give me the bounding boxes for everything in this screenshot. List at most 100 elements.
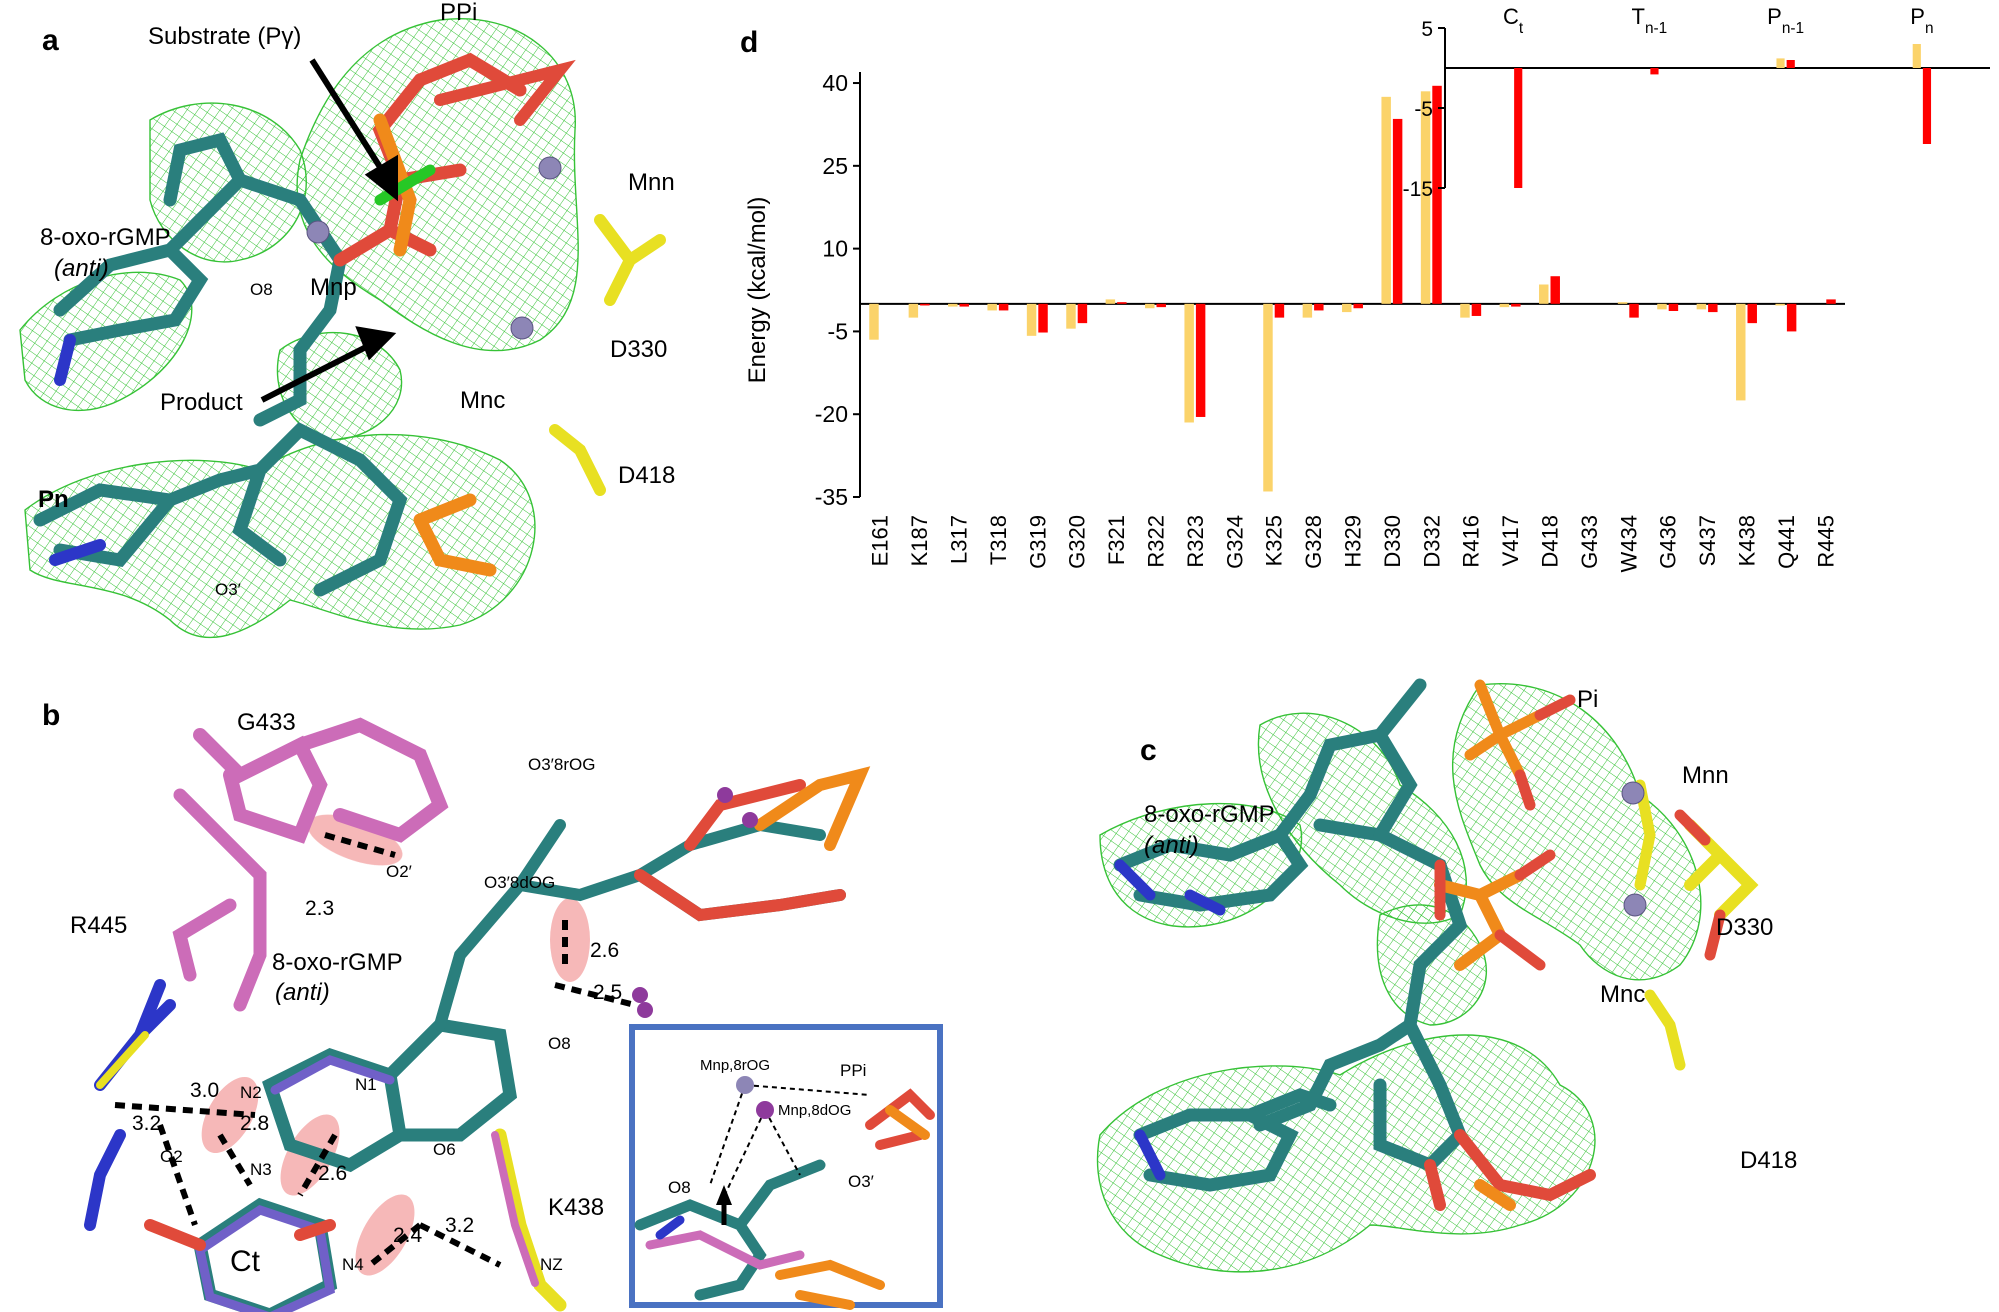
distance-label: 3.0 bbox=[190, 1079, 219, 1102]
label-mnp: Mnp bbox=[310, 274, 357, 301]
main-chart-category-labels: E161 K187 L317 T318 G319 G320 F321 R322 R323 G324… bbox=[868, 515, 1839, 572]
inset-chart-category-labels: Ct Tn-1 Pn-1 Pn bbox=[1503, 4, 1933, 37]
category-label: G328 bbox=[1301, 515, 1326, 569]
y-tick-label: -35 bbox=[815, 484, 848, 510]
bar bbox=[1776, 58, 1785, 68]
bar bbox=[1826, 299, 1836, 304]
label-d418: D418 bbox=[618, 462, 675, 489]
main-chart-axes bbox=[853, 72, 1845, 498]
bar bbox=[1629, 303, 1639, 318]
bar bbox=[1420, 91, 1431, 304]
stick-model bbox=[84, 717, 871, 1312]
inset-label-mn-8rog: Mnp,8rOG bbox=[700, 1057, 770, 1074]
label-g433: G433 bbox=[237, 709, 296, 736]
bar bbox=[1184, 303, 1194, 423]
bar bbox=[1511, 303, 1521, 307]
category-label: Q441 bbox=[1774, 515, 1799, 569]
label-o3-8rog: O3′8rOG bbox=[528, 755, 595, 774]
bar bbox=[908, 303, 919, 318]
bar bbox=[1195, 303, 1206, 417]
category-label: D330 bbox=[1380, 515, 1405, 568]
label-nz: NZ bbox=[540, 1255, 563, 1274]
distance-label: 2.6 bbox=[318, 1162, 347, 1185]
bar bbox=[1038, 303, 1048, 333]
label-n2: N2 bbox=[240, 1083, 262, 1102]
y-tick-label: -15 bbox=[1403, 178, 1433, 201]
bar bbox=[1912, 44, 1921, 68]
bar bbox=[1922, 68, 1932, 144]
bar bbox=[1353, 303, 1363, 309]
bar bbox=[1708, 303, 1718, 313]
category-label: G324 bbox=[1222, 515, 1247, 569]
label-mnc: Mnc bbox=[460, 387, 505, 414]
label-n1: N1 bbox=[355, 1075, 377, 1094]
metal-ions bbox=[1621, 781, 1647, 917]
bar bbox=[1314, 303, 1324, 311]
inset-chart: -15 -5 5 Ct Tn-1 Pn-1 Pn bbox=[1403, 4, 1990, 201]
label-r445: R445 bbox=[70, 912, 127, 939]
label-product: Product bbox=[160, 389, 243, 416]
category-label: Ct bbox=[1503, 4, 1524, 37]
label-ppi: PPi bbox=[440, 0, 477, 26]
label-anti: (anti) bbox=[54, 255, 109, 282]
bar bbox=[1471, 303, 1482, 316]
label-o3-8dog: O3′8dOG bbox=[484, 873, 555, 892]
hbond-dashes bbox=[114, 832, 636, 1268]
label-ct: Ct bbox=[230, 1245, 261, 1278]
panel-a: a Substrate (Pγ) PPi 8-oxo-rGMP (anti) O… bbox=[19, 0, 675, 639]
label-o3-prime: O3′ bbox=[215, 580, 241, 599]
bar bbox=[1156, 303, 1166, 308]
bar bbox=[869, 303, 879, 340]
label-n4: N4 bbox=[342, 1255, 364, 1274]
bar bbox=[1499, 303, 1510, 308]
category-label: V417 bbox=[1498, 515, 1523, 566]
label-pi: Pi bbox=[1577, 686, 1598, 713]
panel-d-letter: d bbox=[740, 26, 758, 59]
label-anti: (anti) bbox=[275, 979, 330, 1006]
category-label: L317 bbox=[947, 515, 972, 564]
category-label: K187 bbox=[907, 515, 932, 566]
bar bbox=[1392, 118, 1403, 304]
main-chart-tick-labels: -35 -20 -5 10 25 40 bbox=[815, 70, 848, 510]
label-d330: D330 bbox=[610, 336, 667, 363]
bar bbox=[1539, 284, 1549, 304]
stick-model bbox=[33, 52, 666, 597]
label-anti: (anti) bbox=[1144, 832, 1199, 859]
label-o2: O2 bbox=[160, 1147, 183, 1166]
y-tick-label: 25 bbox=[822, 153, 848, 179]
metal-ions bbox=[306, 156, 562, 340]
bar bbox=[1381, 96, 1391, 304]
bar bbox=[1105, 299, 1116, 304]
label-o2-prime: O2′ bbox=[386, 862, 412, 881]
inset-chart-bars bbox=[1514, 44, 1932, 188]
label-8-oxo-rgmp: 8-oxo-rGMP bbox=[1144, 801, 1275, 828]
bar bbox=[1775, 303, 1785, 306]
label-substrate: Substrate (Pγ) bbox=[148, 23, 301, 50]
label-mnc: Mnc bbox=[1600, 981, 1645, 1008]
bar bbox=[1432, 85, 1442, 304]
category-label: D418 bbox=[1538, 515, 1563, 568]
label-mnn: Mnn bbox=[628, 169, 675, 196]
panel-b: b G433 O3′8rOG O bbox=[42, 699, 943, 1312]
inset-label-mn-8dog: Mnp,8dOG bbox=[778, 1102, 851, 1119]
metal-ions bbox=[632, 787, 758, 1018]
category-label: W434 bbox=[1616, 515, 1641, 572]
panel-a-letter: a bbox=[42, 24, 59, 57]
category-label: R445 bbox=[1813, 515, 1838, 568]
inset-label-o8: O8 bbox=[668, 1178, 691, 1197]
y-tick-label: -20 bbox=[815, 401, 848, 427]
label-pn: Pn bbox=[38, 486, 69, 513]
distance-label: 2.5 bbox=[593, 981, 622, 1004]
inset-chart-tick-labels: -15 -5 5 bbox=[1403, 18, 1433, 201]
label-k438: K438 bbox=[548, 1194, 604, 1221]
category-label: D332 bbox=[1419, 515, 1444, 568]
distance-label: 2.8 bbox=[240, 1112, 269, 1135]
distance-label: 2.6 bbox=[590, 939, 619, 962]
bar bbox=[1747, 303, 1757, 324]
distance-label: 3.2 bbox=[132, 1112, 161, 1135]
category-label: K438 bbox=[1735, 515, 1760, 566]
bar bbox=[1736, 303, 1746, 401]
label-8-oxo-rgmp: 8-oxo-rGMP bbox=[40, 224, 171, 251]
bar bbox=[1786, 303, 1797, 332]
inset-label-o3-prime: O3′ bbox=[848, 1172, 874, 1191]
